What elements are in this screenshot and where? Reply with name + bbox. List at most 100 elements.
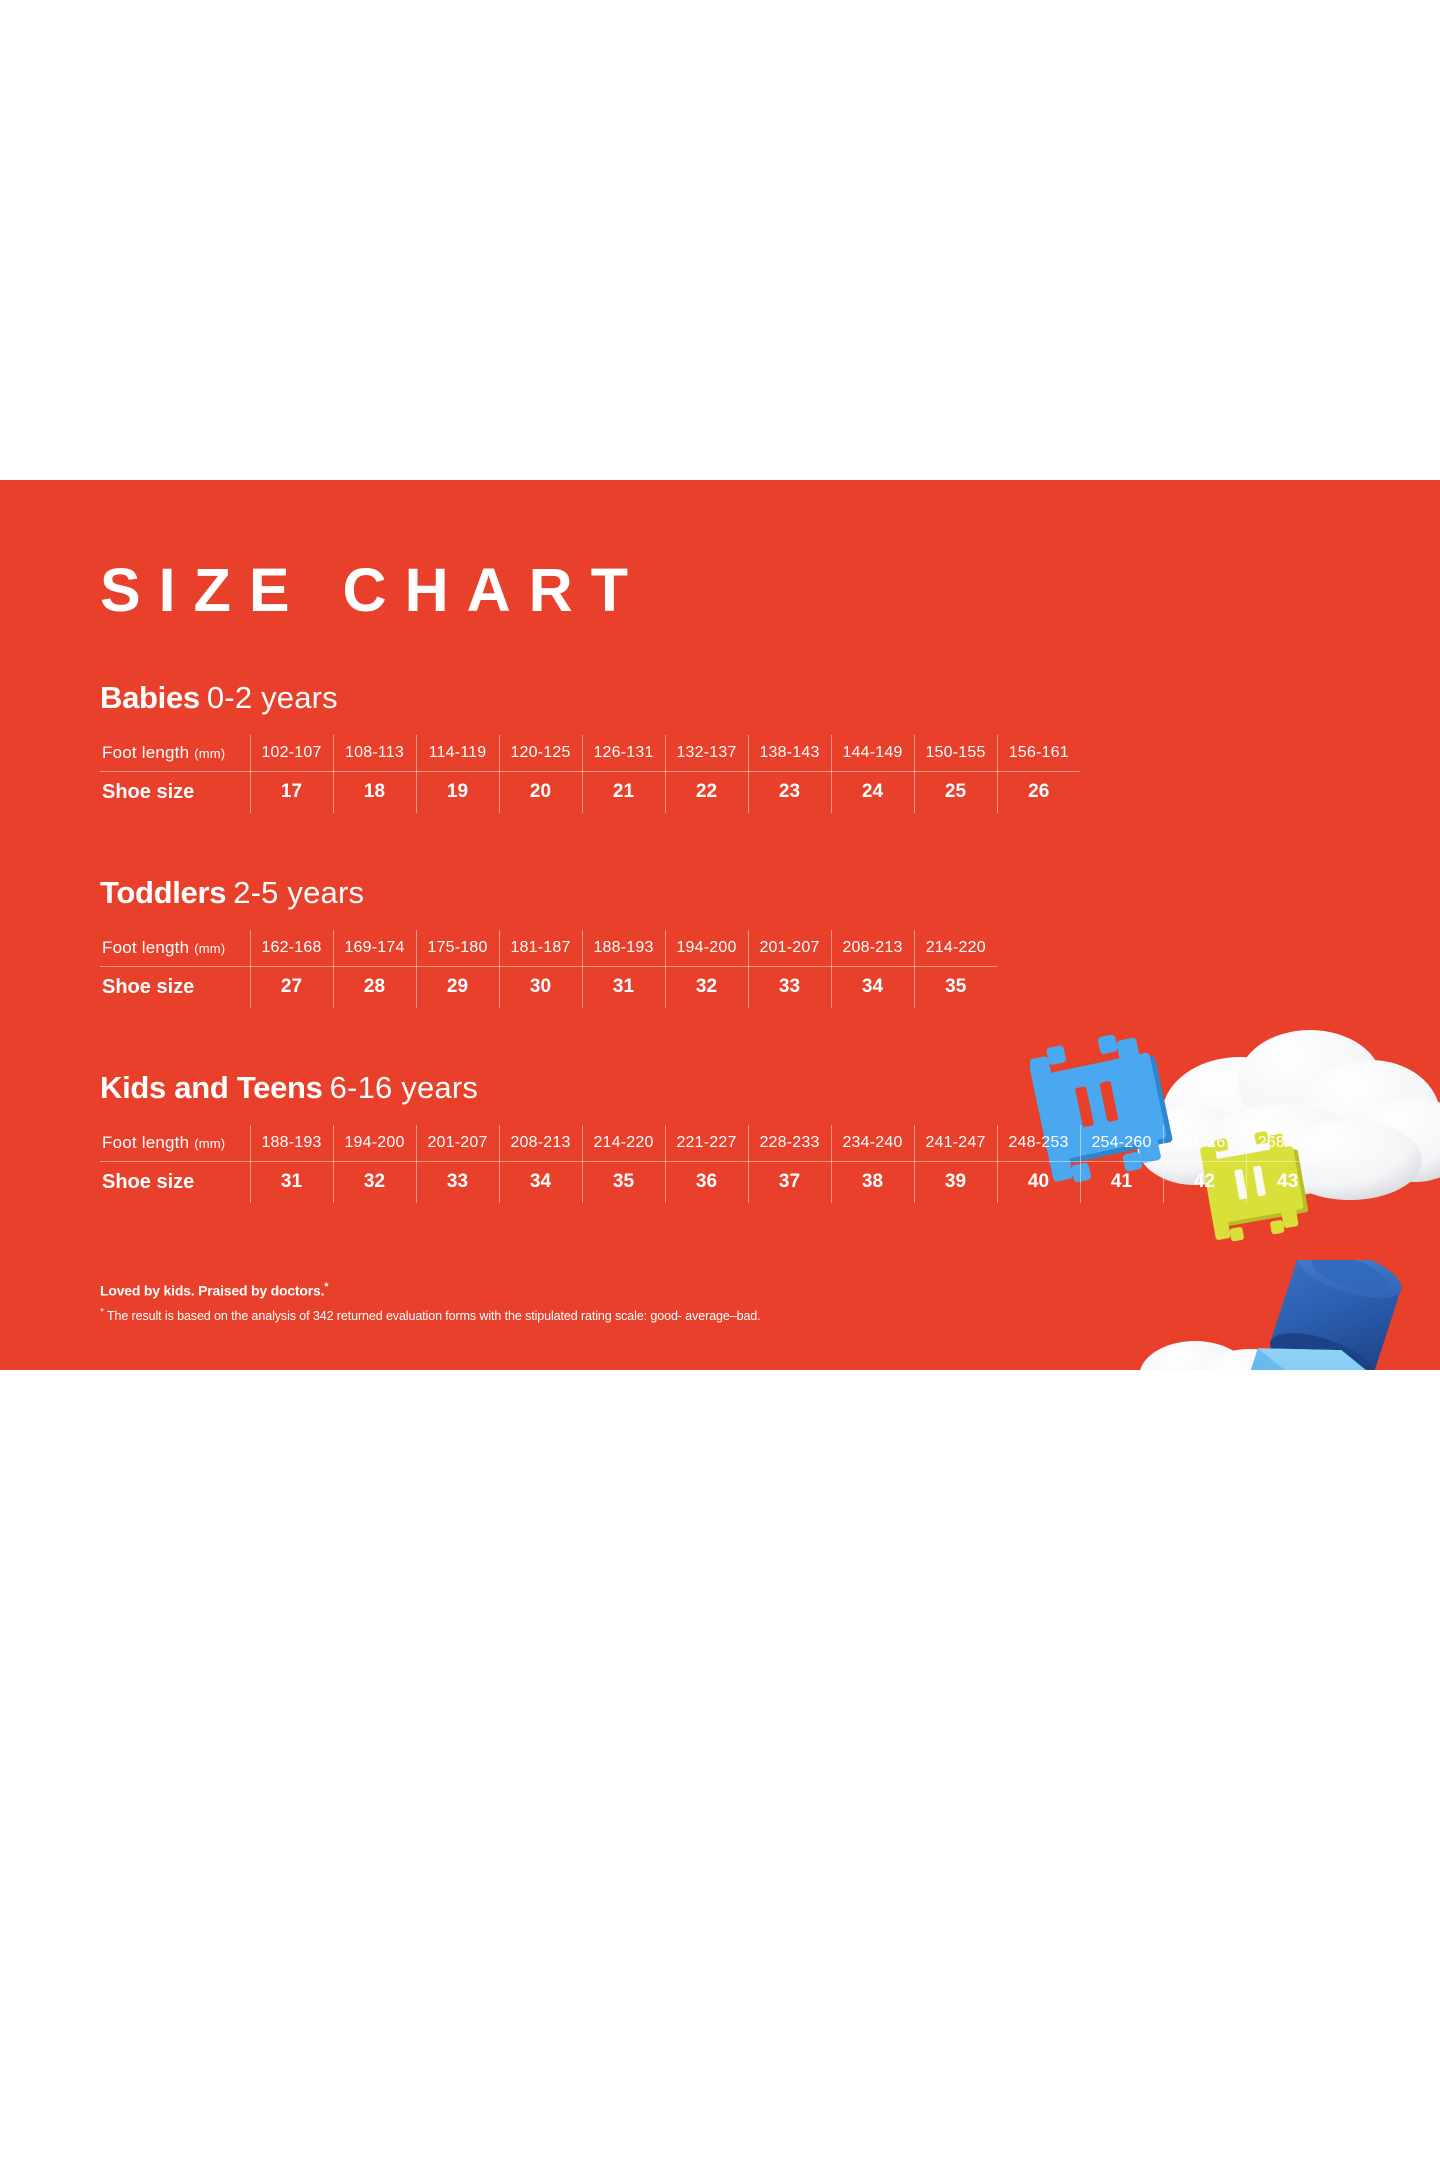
row-label-text: Foot length: [102, 1132, 190, 1152]
cell-shoe-size: 38: [831, 1161, 915, 1203]
cell-foot-length: 188-193: [582, 930, 666, 967]
section-babies: Babies 0-2 years Foot length (mm) 102-107…: [100, 682, 1080, 813]
cell-shoe-size: 43: [1277, 1171, 1299, 1193]
cell-shoe-size: 39: [914, 1161, 998, 1203]
row-label-text: Foot length: [102, 742, 190, 762]
cell-shoe-size: 30: [499, 966, 583, 1008]
cell-foot-length: 169-174: [333, 930, 417, 967]
cell-shoe-size: 32: [665, 966, 749, 1008]
footer-note: * The result is based on the analysis of…: [100, 1306, 761, 1324]
cell-foot-length: 126-131: [582, 735, 666, 772]
section-toddlers: Toddlers 2-5 years Foot length (mm) 162-1…: [100, 877, 997, 1008]
cell-foot-length: 221-227: [665, 1125, 749, 1162]
cell-foot-length: 254-260: [1080, 1125, 1164, 1162]
cell-shoe-size: 42: [1163, 1161, 1247, 1203]
table-row-foot-length: Foot length (mm) 188-193 194-200 201-207…: [100, 1125, 1329, 1162]
row-label-unit: (mm): [194, 745, 226, 761]
cell-foot-length: 156-161: [997, 735, 1080, 772]
cell-foot-length: 188-193: [250, 1125, 334, 1162]
cell-foot-length: 150-155: [914, 735, 998, 772]
cell-foot-length: 132-137: [665, 735, 749, 772]
cell-foot-length: 181-187: [499, 930, 583, 967]
cell-shoe-size: 24: [831, 771, 915, 813]
footer-note-text: The result is based on the analysis of 3…: [103, 1309, 761, 1323]
row-label-unit: (mm): [194, 940, 226, 956]
cell-foot-length: 194-200: [333, 1125, 417, 1162]
cell-foot-length: 241-247: [914, 1125, 998, 1162]
section-heading-babies: Babies 0-2 years: [100, 682, 1080, 713]
toy-block-icon: [1216, 1260, 1415, 1370]
cell-shoe-size: 35: [945, 976, 967, 998]
table-row-shoe-size: Shoe size 17 18 19 20 21 22 23 24 25 26: [100, 771, 1080, 813]
table-row-foot-length: Foot length (mm) 162-168 169-174 175-180…: [100, 930, 997, 967]
cell-foot-length: 248-253: [997, 1125, 1081, 1162]
footer-claim-marker: *: [324, 1281, 329, 1293]
cell-shoe-size: 17: [250, 771, 334, 813]
cell-foot-length: 120-125: [499, 735, 583, 772]
footer-claim-text: Loved by kids. Praised by doctors.: [100, 1282, 325, 1299]
cell-shoe-size: 19: [416, 771, 500, 813]
cell-shoe-size: 40: [997, 1161, 1081, 1203]
footer-note-marker: *: [100, 1306, 104, 1318]
cell-shoe-size: 33: [416, 1161, 500, 1203]
cell-foot-length: 108-113: [333, 735, 417, 772]
red-panel: SIZE CHART Babies 0-2 years Foot length (…: [0, 480, 1440, 1370]
cell-shoe-size: 41: [1080, 1161, 1164, 1203]
cell-foot-length: 201-207: [416, 1125, 500, 1162]
row-label-foot-length: Foot length (mm): [100, 930, 251, 967]
row-label-text: Foot length: [102, 937, 190, 957]
cell-shoe-size: 27: [250, 966, 334, 1008]
cell-foot-length: 102-107: [250, 735, 334, 772]
cell-shoe-size: 34: [831, 966, 915, 1008]
table-row-shoe-size: Shoe size 27 28 29 30 31 32 33 34 35: [100, 966, 997, 1008]
size-table-kids-and-teens: Foot length (mm) 188-193 194-200 201-207…: [100, 1125, 1329, 1203]
page-title: SIZE CHART: [100, 556, 646, 624]
cell-foot-length: 228-233: [748, 1125, 832, 1162]
cell-shoe-size: 25: [914, 771, 998, 813]
cell-foot-length: 114-119: [416, 735, 500, 772]
cell-shoe-size: 34: [499, 1161, 583, 1203]
cell-foot-length: 268-274: [1246, 1125, 1329, 1162]
cell-shoe-size: 23: [748, 771, 832, 813]
footer: Loved by kids. Praised by doctors.* * Th…: [100, 1280, 761, 1324]
cell-foot-length: 261-267: [1163, 1125, 1247, 1162]
cell-shoe-size: 26: [1028, 781, 1050, 803]
cell-shoe-size: 36: [665, 1161, 749, 1203]
cell-foot-length: 208-213: [499, 1125, 583, 1162]
row-label-unit: (mm): [194, 1135, 226, 1151]
cloud-icon: [1140, 1341, 1302, 1370]
row-label-foot-length: Foot length (mm): [100, 735, 251, 772]
cell-shoe-size: 37: [748, 1161, 832, 1203]
footer-claim: Loved by kids. Praised by doctors.*: [100, 1280, 761, 1300]
section-group-label: Toddlers: [100, 875, 227, 910]
table-row-shoe-size: Shoe size 31 32 33 34 35 36 37 38 39 40 …: [100, 1161, 1329, 1203]
section-group-label: Babies: [100, 680, 200, 715]
cell-shoe-size: 29: [416, 966, 500, 1008]
cell-shoe-size: 18: [333, 771, 417, 813]
section-heading-kids-and-teens: Kids and Teens 6-16 years: [100, 1072, 1329, 1103]
cell-foot-length: 208-213: [831, 930, 915, 967]
cell-foot-length: 214-220: [914, 930, 997, 967]
size-table-toddlers: Foot length (mm) 162-168 169-174 175-180…: [100, 930, 997, 1008]
cell-foot-length: 175-180: [416, 930, 500, 967]
row-label-foot-length: Foot length (mm): [100, 1125, 251, 1162]
cell-shoe-size: 28: [333, 966, 417, 1008]
cell-foot-length: 138-143: [748, 735, 832, 772]
row-label-shoe-size: Shoe size: [100, 771, 251, 813]
cell-shoe-size: 31: [250, 1161, 334, 1203]
cell-shoe-size: 35: [582, 1161, 666, 1203]
cell-foot-length: 194-200: [665, 930, 749, 967]
cell-foot-length: 144-149: [831, 735, 915, 772]
cell-foot-length: 234-240: [831, 1125, 915, 1162]
size-table-babies: Foot length (mm) 102-107 108-113 114-119…: [100, 735, 1080, 813]
cell-foot-length: 214-220: [582, 1125, 666, 1162]
cell-shoe-size: 20: [499, 771, 583, 813]
row-label-shoe-size: Shoe size: [100, 966, 251, 1008]
cell-shoe-size: 33: [748, 966, 832, 1008]
section-age-label: 6-16 years: [329, 1070, 479, 1105]
cell-shoe-size: 31: [582, 966, 666, 1008]
cell-shoe-size: 32: [333, 1161, 417, 1203]
cell-foot-length: 201-207: [748, 930, 832, 967]
section-kids-and-teens: Kids and Teens 6-16 years Foot length (mm…: [100, 1072, 1329, 1203]
